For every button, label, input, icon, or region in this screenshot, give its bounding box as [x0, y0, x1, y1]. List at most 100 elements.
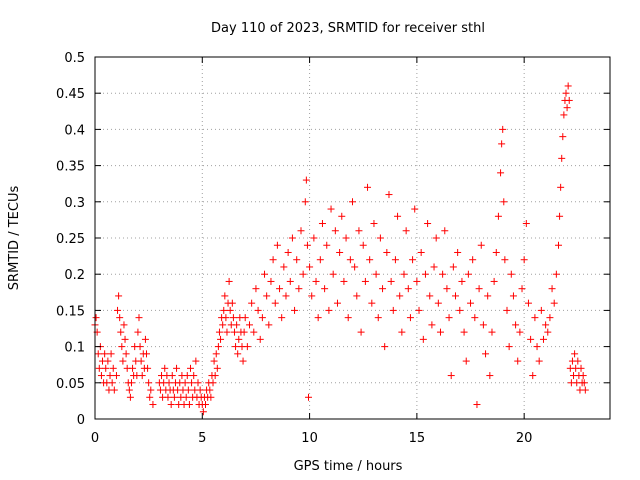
data-point: [432, 234, 440, 242]
data-point: [571, 350, 579, 358]
data-point: [430, 263, 438, 271]
data-point: [462, 357, 470, 365]
data-point: [518, 285, 526, 293]
data-point: [258, 314, 266, 322]
data-point: [181, 379, 189, 387]
data-point: [234, 350, 242, 358]
data-point: [94, 350, 102, 358]
data-point: [443, 285, 451, 293]
data-point: [344, 314, 352, 322]
data-point: [473, 401, 481, 409]
data-point: [241, 314, 249, 322]
data-point: [391, 256, 399, 264]
data-point: [267, 277, 275, 285]
y-tick-label: 0.1: [64, 341, 85, 356]
data-point: [243, 343, 251, 351]
data-point: [555, 241, 562, 249]
data-point: [312, 277, 320, 285]
data-point: [214, 343, 222, 351]
data-point: [194, 379, 202, 387]
data-point: [109, 364, 117, 372]
data-point: [353, 292, 361, 300]
data-point: [284, 248, 292, 256]
data-point: [374, 314, 382, 322]
data-point: [263, 292, 271, 300]
data-point: [138, 372, 146, 380]
data-point: [212, 350, 220, 358]
data-point: [321, 285, 329, 293]
data-point: [318, 220, 326, 228]
data-point: [565, 96, 573, 104]
data-point: [254, 306, 262, 314]
data-point: [291, 306, 299, 314]
data-point: [327, 205, 335, 213]
data-point: [479, 321, 487, 329]
data-point: [146, 393, 154, 401]
data-point: [210, 357, 218, 365]
y-tick-label: 0.3: [64, 196, 85, 211]
data-point: [336, 248, 344, 256]
data-point: [117, 328, 125, 336]
data-point: [574, 357, 582, 365]
data-point: [464, 270, 472, 278]
data-point: [381, 343, 389, 351]
data-point: [436, 328, 444, 336]
data-point: [415, 306, 423, 314]
data-point: [452, 292, 459, 300]
data-point: [366, 256, 374, 264]
data-point: [562, 89, 570, 97]
data-point: [469, 256, 477, 264]
data-point: [514, 357, 522, 365]
data-point: [183, 372, 191, 380]
x-tick-label: 15: [409, 431, 426, 446]
data-point: [417, 248, 425, 256]
data-point: [524, 299, 532, 307]
data-point: [507, 270, 515, 278]
data-point: [97, 372, 105, 380]
data-point: [484, 292, 492, 300]
data-point: [126, 393, 134, 401]
data-point: [225, 277, 233, 285]
y-tick-label: 0.05: [56, 377, 85, 392]
data-point: [164, 393, 172, 401]
data-point: [145, 379, 153, 387]
data-point: [295, 285, 303, 293]
data-point: [564, 82, 572, 90]
axis-ticks: 0 0.05 0.1 0.15 0.2 0.25 0.3 0.35 0.4 0.45 0.5 0 5 10…: [56, 51, 610, 446]
data-point: [379, 285, 387, 293]
data-point: [116, 314, 124, 322]
data-point: [385, 191, 393, 199]
data-point: [475, 285, 483, 293]
data-point: [428, 321, 436, 329]
data-point: [248, 299, 256, 307]
data-point: [256, 335, 264, 343]
data-point: [102, 364, 110, 372]
data-points: [91, 82, 589, 416]
data-point: [364, 183, 372, 191]
data-point: [278, 314, 286, 322]
data-point: [316, 256, 324, 264]
data-point: [167, 401, 175, 409]
data-point: [529, 372, 537, 380]
data-point: [531, 314, 539, 322]
data-point: [552, 270, 560, 278]
data-point: [372, 270, 380, 278]
data-point: [118, 343, 126, 351]
data-point: [355, 227, 363, 235]
data-point: [95, 364, 103, 372]
data-point: [108, 379, 116, 387]
data-point: [333, 299, 341, 307]
data-point: [310, 234, 318, 242]
data-point: [314, 314, 322, 322]
data-point: [580, 379, 588, 387]
data-point: [119, 357, 127, 365]
data-point: [273, 241, 281, 249]
y-tick-label: 0.5: [64, 51, 85, 66]
data-point: [542, 321, 550, 329]
data-point: [173, 364, 181, 372]
data-point: [411, 205, 419, 213]
data-point: [512, 321, 520, 329]
data-point: [548, 285, 556, 293]
data-point: [220, 306, 228, 314]
data-point: [546, 314, 554, 322]
